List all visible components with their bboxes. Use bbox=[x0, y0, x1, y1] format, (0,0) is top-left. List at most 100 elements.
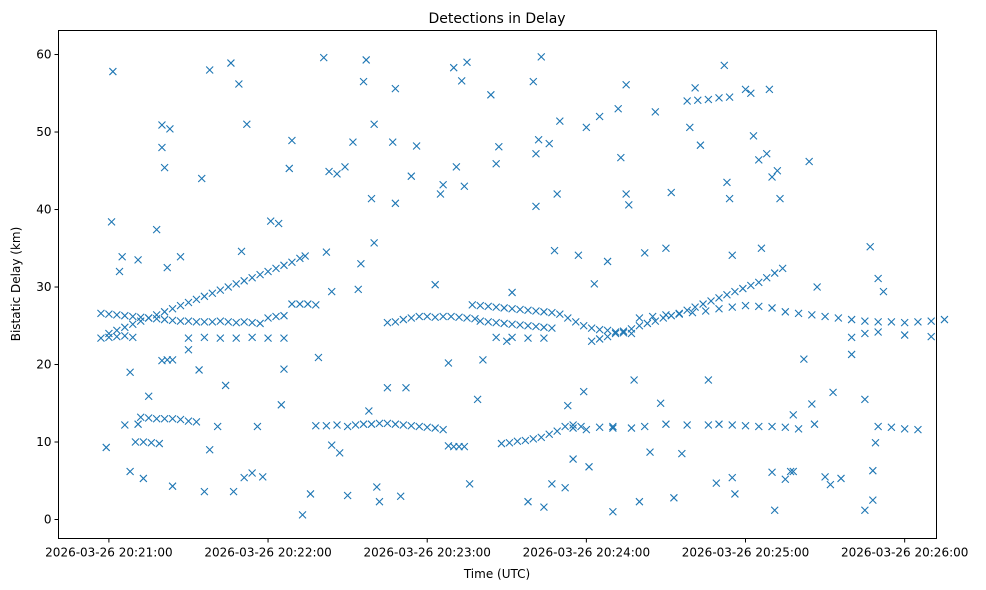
data-point bbox=[619, 327, 628, 336]
data-point bbox=[370, 120, 379, 129]
data-point bbox=[914, 318, 922, 326]
data-point bbox=[108, 67, 117, 76]
data-point bbox=[248, 333, 257, 342]
data-point bbox=[311, 300, 320, 309]
data-point bbox=[227, 59, 235, 67]
data-point bbox=[762, 149, 771, 158]
data-point bbox=[603, 332, 612, 341]
data-point bbox=[176, 317, 185, 326]
data-point bbox=[285, 164, 294, 173]
data-point bbox=[731, 287, 739, 296]
data-point bbox=[914, 425, 922, 434]
data-point bbox=[860, 317, 869, 326]
data-point bbox=[476, 317, 485, 326]
data-point bbox=[391, 318, 400, 326]
data-point bbox=[696, 141, 705, 150]
data-point bbox=[105, 310, 113, 319]
data-point bbox=[237, 247, 246, 256]
data-point bbox=[624, 200, 633, 209]
data-point bbox=[152, 311, 161, 319]
data-point bbox=[184, 334, 193, 343]
data-point bbox=[500, 319, 509, 328]
data-point bbox=[160, 414, 169, 423]
data-point bbox=[314, 353, 323, 362]
data-point bbox=[646, 448, 654, 456]
data-point bbox=[484, 318, 493, 326]
data-point bbox=[616, 153, 625, 162]
data-point bbox=[805, 157, 814, 166]
data-point bbox=[712, 479, 721, 487]
data-point bbox=[715, 420, 723, 429]
data-point bbox=[728, 303, 737, 312]
x-tick-label: 2026-03-26 20:22:00 bbox=[204, 546, 331, 560]
data-point bbox=[407, 314, 416, 322]
data-point bbox=[192, 295, 201, 304]
data-point bbox=[452, 163, 461, 171]
data-point bbox=[144, 414, 153, 422]
data-point bbox=[158, 143, 166, 152]
data-point bbox=[738, 284, 747, 293]
data-point bbox=[383, 419, 392, 428]
data-point bbox=[508, 288, 516, 297]
data-point bbox=[431, 424, 440, 432]
data-point bbox=[579, 387, 588, 396]
data-point bbox=[545, 430, 554, 439]
data-point bbox=[781, 307, 790, 316]
data-point bbox=[221, 381, 230, 390]
data-point bbox=[367, 420, 376, 429]
data-point bbox=[582, 425, 591, 434]
data-point bbox=[537, 52, 546, 61]
data-point bbox=[595, 335, 604, 343]
data-point bbox=[754, 302, 763, 311]
data-point bbox=[144, 392, 153, 401]
data-point bbox=[468, 300, 477, 309]
x-axis: 2026-03-26 20:21:00 2026-03-26 20:22:00 20… bbox=[45, 538, 968, 560]
data-point bbox=[723, 178, 731, 187]
data-point bbox=[362, 56, 371, 64]
data-point bbox=[160, 163, 169, 172]
data-point bbox=[807, 400, 816, 408]
data-point bbox=[837, 474, 845, 483]
data-point bbox=[248, 469, 257, 477]
data-point bbox=[677, 449, 686, 458]
data-point bbox=[547, 479, 556, 488]
data-point bbox=[627, 324, 636, 333]
data-point bbox=[205, 66, 214, 74]
data-point bbox=[224, 318, 233, 326]
data-point bbox=[667, 188, 676, 197]
data-point bbox=[505, 438, 514, 447]
data-point bbox=[208, 318, 217, 326]
data-point bbox=[216, 286, 225, 295]
data-point bbox=[622, 190, 631, 198]
data-point bbox=[112, 326, 121, 335]
data-point bbox=[786, 467, 795, 476]
data-point bbox=[349, 138, 357, 146]
data-point bbox=[256, 270, 264, 279]
data-point bbox=[524, 306, 532, 315]
y-tick-label: 50 bbox=[36, 125, 51, 139]
y-axis: 0 10 20 30 40 50 60 bbox=[36, 48, 59, 527]
data-point bbox=[213, 422, 222, 431]
data-point bbox=[415, 312, 424, 321]
data-point bbox=[486, 90, 495, 99]
data-point bbox=[120, 323, 129, 332]
data-point bbox=[463, 58, 471, 67]
data-point bbox=[614, 104, 623, 113]
data-point bbox=[423, 423, 432, 432]
data-point bbox=[465, 479, 474, 488]
data-point bbox=[327, 287, 336, 296]
data-point bbox=[160, 307, 169, 316]
data-point bbox=[874, 318, 883, 326]
data-point bbox=[457, 76, 466, 85]
data-point bbox=[715, 304, 723, 313]
data-point bbox=[118, 252, 127, 261]
data-point bbox=[184, 417, 193, 425]
data-point bbox=[415, 422, 424, 431]
data-point bbox=[587, 324, 596, 332]
data-point bbox=[508, 320, 516, 329]
data-point bbox=[431, 280, 440, 289]
x-tick-label: 2026-03-26 20:21:00 bbox=[45, 546, 172, 560]
data-point bbox=[208, 289, 217, 298]
data-point bbox=[120, 311, 129, 320]
data-point bbox=[540, 334, 548, 343]
